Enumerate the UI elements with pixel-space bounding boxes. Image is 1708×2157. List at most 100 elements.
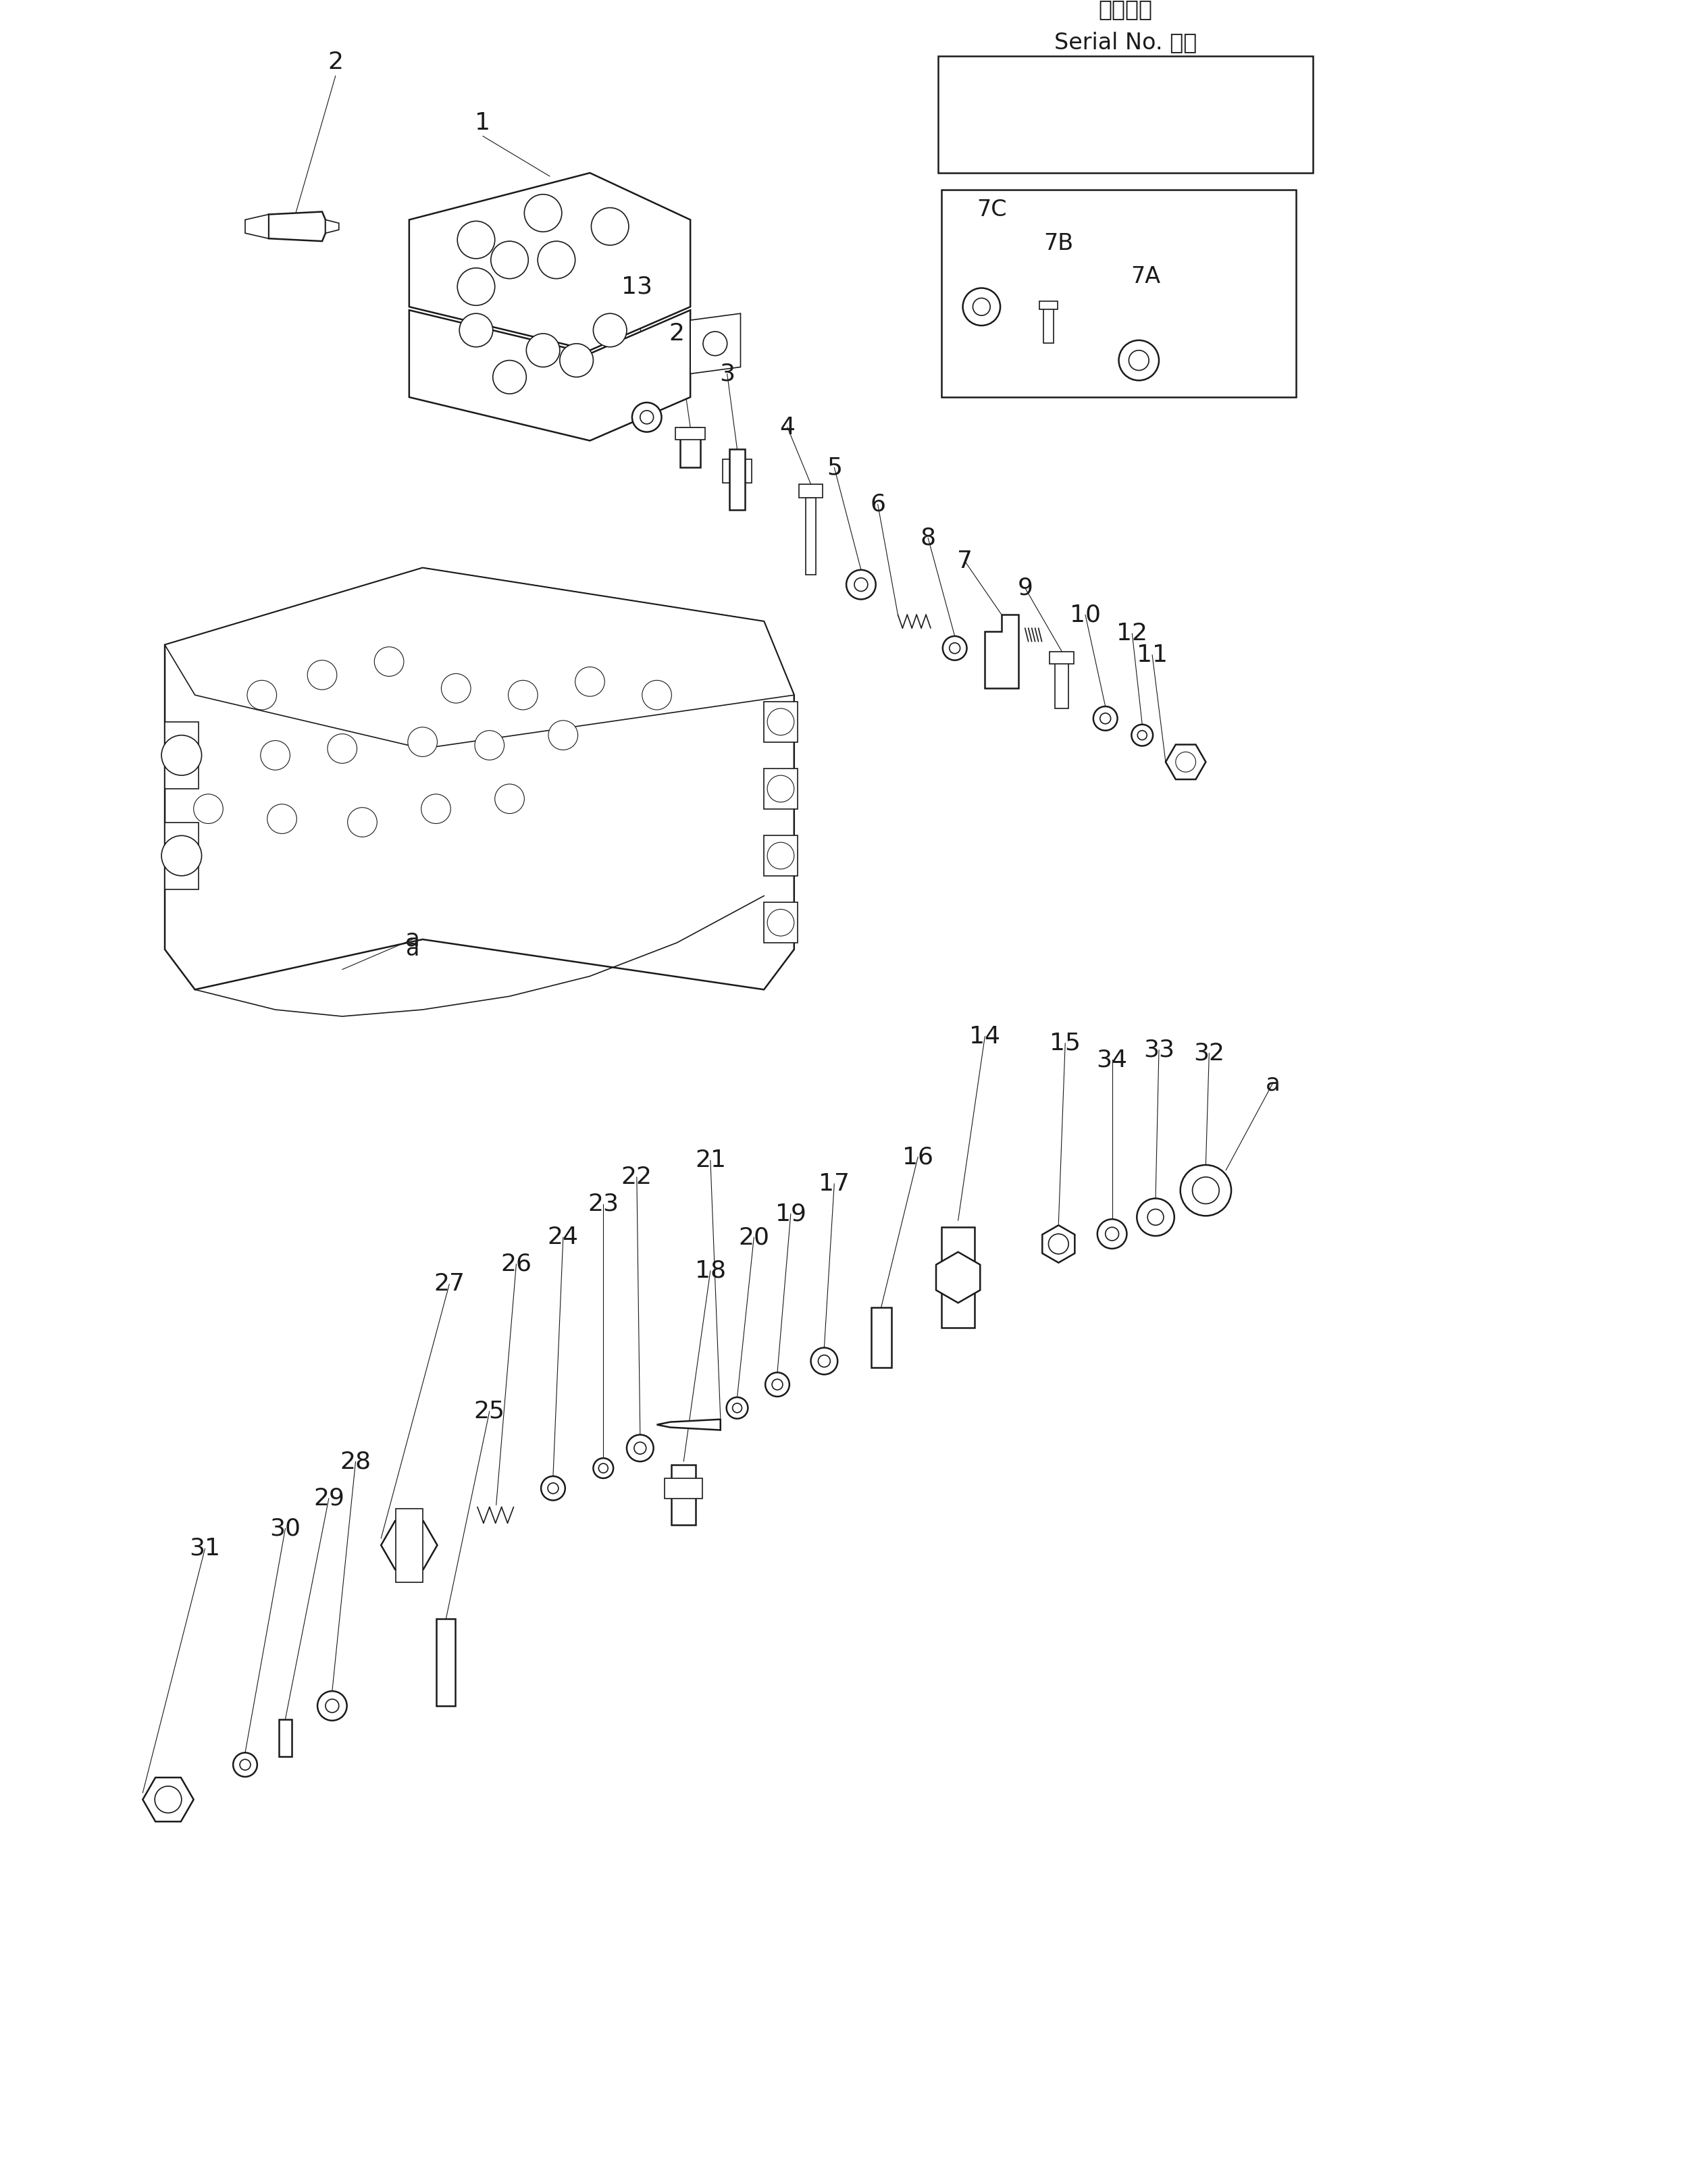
Text: 4: 4 <box>779 416 796 438</box>
Polygon shape <box>164 822 198 889</box>
Bar <box>664 1478 702 1499</box>
Circle shape <box>1093 705 1117 731</box>
Circle shape <box>627 1434 654 1462</box>
Circle shape <box>1119 341 1160 380</box>
Circle shape <box>239 1760 251 1771</box>
Circle shape <box>593 1458 613 1478</box>
Text: 24: 24 <box>548 1225 579 1249</box>
Circle shape <box>1100 714 1110 725</box>
Bar <box>396 1508 422 1581</box>
Circle shape <box>591 207 629 246</box>
Text: 9: 9 <box>1018 576 1033 600</box>
Text: 15: 15 <box>1050 1031 1081 1055</box>
Text: 2: 2 <box>670 321 685 345</box>
Bar <box>763 902 798 943</box>
Circle shape <box>765 1372 789 1396</box>
Circle shape <box>854 578 868 591</box>
Text: 22: 22 <box>622 1165 652 1189</box>
Circle shape <box>811 1348 837 1374</box>
Text: 17: 17 <box>818 1171 851 1195</box>
Circle shape <box>1138 731 1146 740</box>
Bar <box>938 56 1313 173</box>
Circle shape <box>560 343 593 377</box>
Circle shape <box>767 841 794 869</box>
Polygon shape <box>986 615 1018 688</box>
Text: Serial No. ・～: Serial No. ・～ <box>1054 30 1197 54</box>
Bar <box>941 1227 975 1327</box>
Text: a: a <box>405 928 420 951</box>
Text: 7C: 7C <box>977 198 1006 220</box>
Circle shape <box>642 679 671 710</box>
Circle shape <box>328 733 357 764</box>
Text: 19: 19 <box>775 1201 806 1225</box>
Text: 21: 21 <box>695 1150 726 1171</box>
Circle shape <box>162 736 202 774</box>
Circle shape <box>548 1482 559 1493</box>
Circle shape <box>1148 1210 1163 1225</box>
Polygon shape <box>381 1521 437 1570</box>
Bar <box>1044 308 1054 343</box>
Text: 28: 28 <box>340 1450 371 1473</box>
Circle shape <box>576 667 605 697</box>
Circle shape <box>767 774 794 802</box>
Circle shape <box>526 334 560 367</box>
Text: 7B: 7B <box>1044 233 1073 255</box>
Circle shape <box>374 647 403 677</box>
Circle shape <box>548 720 577 751</box>
Circle shape <box>704 332 728 356</box>
Bar <box>763 835 798 876</box>
Text: 13: 13 <box>622 276 652 298</box>
Circle shape <box>726 1398 748 1419</box>
Circle shape <box>963 289 1001 326</box>
Bar <box>763 768 798 809</box>
Text: 7A: 7A <box>1131 265 1160 287</box>
Bar <box>671 1465 695 1525</box>
Text: 3: 3 <box>719 362 734 386</box>
Circle shape <box>593 313 627 347</box>
Circle shape <box>1129 349 1149 371</box>
Polygon shape <box>690 313 741 373</box>
Circle shape <box>441 673 471 703</box>
Circle shape <box>598 1462 608 1473</box>
Circle shape <box>232 1754 258 1777</box>
Circle shape <box>1131 725 1153 746</box>
Circle shape <box>538 242 576 278</box>
Circle shape <box>845 569 876 600</box>
Circle shape <box>1105 1227 1119 1240</box>
Circle shape <box>509 679 538 710</box>
Circle shape <box>640 410 654 425</box>
Bar <box>871 1307 892 1368</box>
Bar <box>806 498 816 574</box>
Circle shape <box>494 360 526 395</box>
Circle shape <box>162 835 202 876</box>
Bar <box>722 459 752 483</box>
Bar <box>941 190 1296 397</box>
Text: 2: 2 <box>328 52 343 73</box>
Polygon shape <box>164 723 198 789</box>
Text: 34: 34 <box>1097 1048 1127 1072</box>
Text: 5: 5 <box>827 455 842 479</box>
Circle shape <box>733 1404 741 1413</box>
Circle shape <box>541 1475 565 1501</box>
Text: 27: 27 <box>434 1273 465 1296</box>
Text: a: a <box>405 938 420 960</box>
Bar <box>763 701 798 742</box>
Circle shape <box>307 660 336 690</box>
Text: 14: 14 <box>970 1025 1001 1048</box>
Circle shape <box>950 643 960 654</box>
Circle shape <box>767 910 794 936</box>
Text: 1: 1 <box>475 112 490 134</box>
Text: 16: 16 <box>902 1145 934 1169</box>
Polygon shape <box>164 567 794 748</box>
Text: 23: 23 <box>588 1193 618 1214</box>
Circle shape <box>193 794 224 824</box>
Text: 6: 6 <box>869 492 885 516</box>
Polygon shape <box>268 211 326 242</box>
Polygon shape <box>143 1777 193 1821</box>
Circle shape <box>632 403 661 431</box>
Circle shape <box>261 740 290 770</box>
Bar <box>1038 302 1057 308</box>
Circle shape <box>408 727 437 757</box>
Circle shape <box>266 805 297 833</box>
Text: 通用号機: 通用号機 <box>1098 0 1153 19</box>
